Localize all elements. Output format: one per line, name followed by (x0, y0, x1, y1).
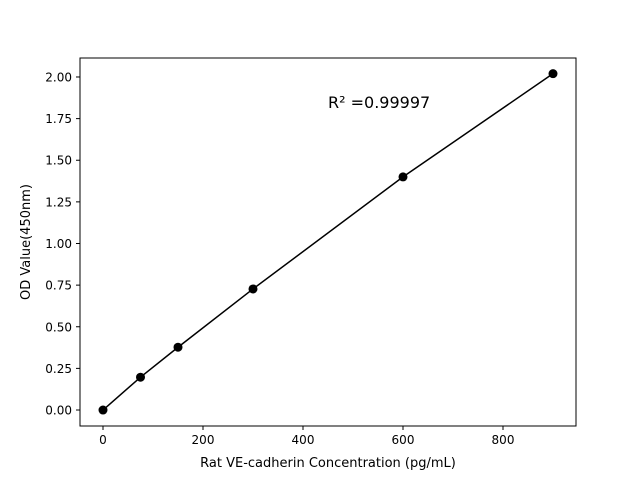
x-tick-label: 600 (392, 433, 415, 447)
y-tick-label: 1.50 (45, 154, 72, 168)
series-line (102, 73, 554, 411)
y-tick-label: 0.50 (45, 320, 72, 334)
y-tick-label: 0.75 (45, 279, 72, 293)
y-tick-label: 1.25 (45, 195, 72, 209)
x-tick-label: 0 (99, 433, 107, 447)
x-axis-label: Rat VE-cadherin Concentration (pg/mL) (200, 456, 456, 471)
y-tick-label: 2.00 (45, 70, 72, 84)
x-tick-label: 800 (492, 433, 515, 447)
data-point (398, 172, 408, 182)
y-tick-label: 1.00 (45, 237, 72, 251)
data-point (248, 284, 258, 294)
y-tick-label: 0.00 (45, 404, 72, 418)
y-tick-label: 1.75 (45, 112, 72, 126)
y-tick-label: 0.25 (45, 362, 72, 376)
y-axis-label: OD Value(450nm) (19, 184, 34, 300)
data-point (98, 405, 108, 415)
x-tick-label: 200 (192, 433, 215, 447)
data-point (548, 69, 558, 79)
r-squared-annotation: R² =0.99997 (328, 93, 430, 112)
x-tick-label: 400 (292, 433, 315, 447)
data-point (173, 342, 183, 352)
plot-area (79, 57, 577, 427)
data-point (136, 372, 145, 382)
